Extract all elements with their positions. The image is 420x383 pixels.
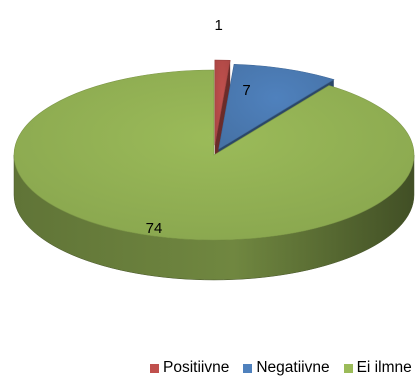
- legend-label-ei-ilmne: Ei ilmne: [356, 359, 412, 376]
- pie-slice-positiivne: [214, 59, 231, 146]
- legend-swatch-negatiivne: [243, 363, 253, 373]
- legend-item-positiivne: Positiivne: [150, 359, 229, 377]
- data-label-negatiivne: 7: [242, 82, 250, 99]
- legend-label-positiivne: Positiivne: [163, 359, 230, 376]
- data-label-positiivne: 1: [214, 17, 222, 34]
- legend: Positiivne Negatiivne Ei ilmne: [150, 357, 420, 379]
- legend-swatch-positiivne: [150, 363, 159, 373]
- legend-item-ei-ilmne: Ei ilmne: [343, 359, 412, 377]
- legend-item-negatiivne: Negatiivne: [243, 359, 330, 377]
- legend-swatch-ei-ilmne: [343, 363, 353, 373]
- data-label-ei-ilmne: 74: [146, 220, 163, 237]
- pie-slice-ei-ilmne: [13, 69, 415, 241]
- legend-label-negatiivne: Negatiivne: [256, 359, 330, 376]
- pie-slice-negatiivne: [218, 64, 335, 150]
